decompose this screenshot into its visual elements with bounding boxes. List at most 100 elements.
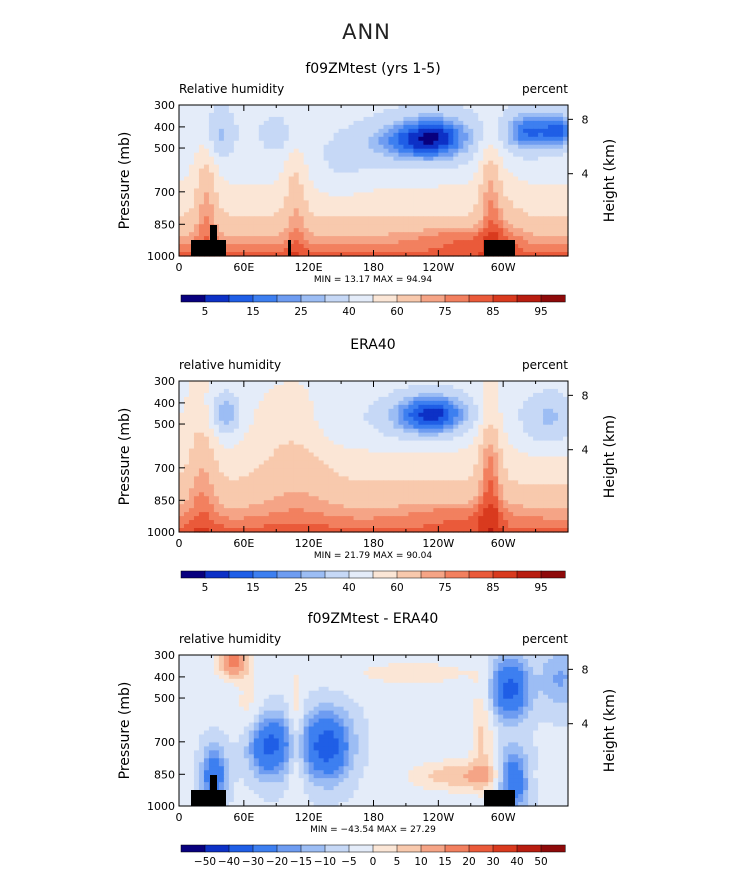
field-cell: [423, 136, 429, 142]
field-cell: [473, 388, 479, 394]
field-cell: [458, 472, 464, 477]
field-cell: [358, 128, 365, 134]
field-cell: [303, 432, 310, 438]
field-cell: [188, 381, 195, 386]
field-cell: [248, 396, 255, 402]
field-cell: [443, 248, 449, 253]
field-cell: [483, 180, 489, 186]
field-cell: [248, 236, 255, 241]
field-cell: [473, 208, 479, 213]
field-cell: [208, 416, 215, 422]
field-cell: [408, 432, 414, 438]
field-cell: [388, 232, 395, 237]
field-cell: [273, 404, 280, 410]
field-cell: [368, 188, 375, 194]
field-cell: [318, 204, 325, 209]
field-cell: [233, 472, 240, 477]
field-cell: [458, 108, 464, 114]
field-cell: [378, 144, 385, 150]
field-cell: [433, 472, 439, 477]
field-cell: [373, 252, 380, 257]
field-cell: [433, 456, 439, 462]
field-cell: [388, 140, 395, 146]
field-cell: [563, 184, 569, 190]
field-cell: [263, 252, 270, 257]
field-cell: [403, 228, 410, 233]
field-cell: [263, 432, 270, 438]
field-cell: [483, 464, 489, 470]
field-cell: [458, 448, 464, 454]
field-cell: [248, 240, 255, 245]
field-cell: [478, 148, 484, 154]
field-cell: [253, 108, 260, 114]
field-cell: [298, 228, 305, 233]
field-cell: [398, 196, 405, 201]
field-cell: [408, 200, 414, 205]
field-cell: [179, 208, 185, 213]
field-cell: [503, 156, 509, 162]
field-cell: [503, 384, 509, 390]
field-cell: [288, 436, 295, 442]
field-cell: [398, 420, 405, 426]
field-cell: [353, 468, 360, 473]
field-cell: [538, 384, 544, 390]
field-cell: [298, 176, 305, 182]
field-cell: [553, 124, 559, 130]
field-cell: [373, 105, 380, 110]
field-cell: [268, 428, 275, 434]
field-cell: [213, 432, 220, 438]
field-cell: [453, 476, 459, 481]
field-cell: [363, 156, 370, 162]
field-cell: [223, 396, 230, 402]
field-cell: [248, 196, 255, 201]
field-cell: [503, 440, 509, 446]
field-cell: [373, 120, 380, 126]
field-cell: [218, 404, 225, 410]
field-cell: [433, 152, 439, 158]
field-cell: [318, 152, 325, 158]
field-cell: [383, 412, 390, 418]
field-cell: [558, 188, 564, 194]
field-cell: [528, 196, 534, 201]
field-cell: [533, 132, 539, 138]
field-cell: [563, 388, 569, 394]
field-cell: [378, 132, 385, 138]
field-cell: [538, 400, 544, 406]
field-cell: [563, 200, 569, 205]
field-cell: [513, 384, 519, 390]
field-cell: [238, 192, 245, 197]
field-cell: [273, 172, 280, 178]
field-cell: [218, 384, 225, 390]
field-cell: [233, 216, 240, 221]
field-cell: [553, 156, 559, 162]
field-cell: [383, 105, 390, 110]
field-cell: [228, 236, 235, 241]
field-cell: [268, 108, 275, 114]
field-cell: [218, 136, 225, 142]
field-cell: [323, 468, 330, 473]
field-cell: [413, 184, 419, 190]
field-cell: [268, 132, 275, 138]
field-cell: [428, 428, 434, 434]
field-cell: [488, 156, 494, 162]
field-cell: [503, 188, 509, 194]
field-cell: [463, 116, 469, 122]
field-cell: [363, 180, 370, 186]
field-cell: [358, 212, 365, 217]
field-cell: [313, 440, 320, 446]
field-cell: [353, 204, 360, 209]
field-cell: [358, 120, 365, 126]
field-cell: [328, 180, 335, 186]
field-cell: [528, 472, 534, 477]
field-cell: [363, 172, 370, 178]
field-cell: [558, 148, 564, 154]
field-cell: [278, 388, 285, 394]
field-cell: [233, 436, 240, 442]
field-cell: [453, 128, 459, 134]
field-cell: [358, 144, 365, 150]
field-cell: [258, 460, 265, 466]
field-cell: [343, 112, 350, 118]
field-cell: [418, 456, 424, 462]
field-cell: [498, 180, 504, 186]
field-cell: [313, 444, 320, 450]
